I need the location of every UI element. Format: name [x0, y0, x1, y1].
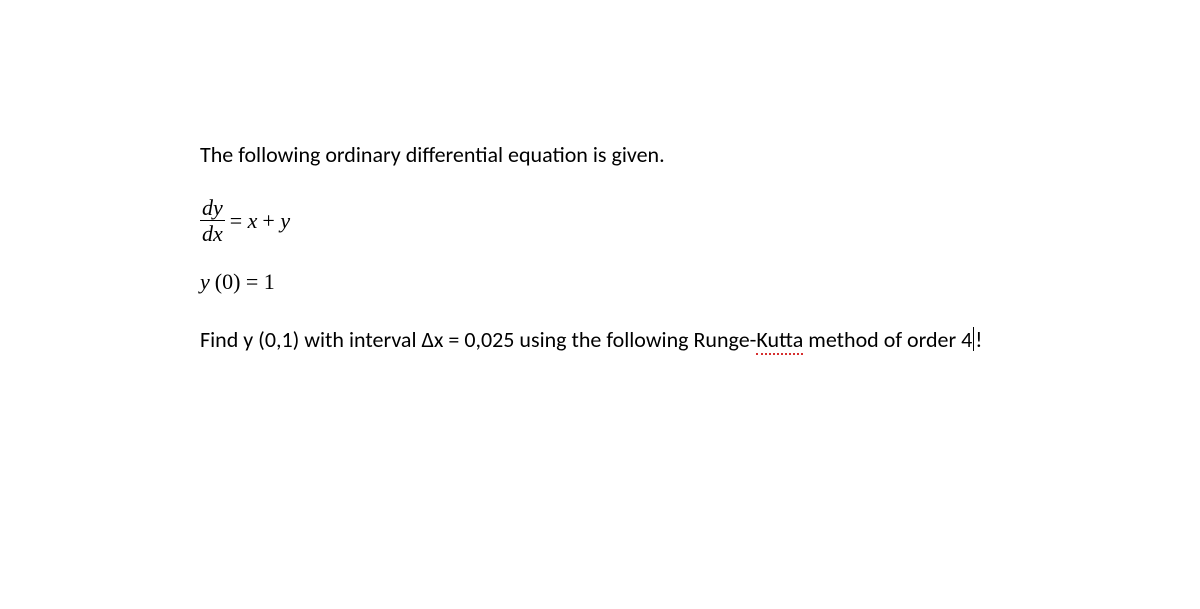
rhs-x: x [248, 207, 258, 232]
initial-condition: y (0) = 1 [200, 267, 1080, 297]
equals-sign: = [230, 207, 248, 232]
ic-rest: (0) = 1 [215, 269, 275, 294]
task-end: ! [975, 326, 982, 353]
task-suffix: method of order 4 [803, 326, 972, 353]
intro-text: The following ordinary differential equa… [200, 141, 665, 168]
task-line: Find y (0,1) with interval Δx = 0,025 us… [200, 325, 1080, 355]
document-body: The following ordinary differential equa… [200, 140, 1080, 380]
task-prefix: Find y (0,1) with interval Δx = 0,025 us… [200, 326, 756, 353]
task-squiggle-word: Kutta [756, 326, 803, 355]
fraction-denominator: dx [200, 221, 225, 245]
fraction-dy-dx: dy dx [200, 196, 225, 245]
ode-equation: dy dx = x + y [200, 196, 1080, 245]
rhs-y: y [280, 207, 290, 232]
ic-y: y [200, 269, 210, 294]
fraction-numerator: dy [200, 196, 225, 221]
intro-line: The following ordinary differential equa… [200, 140, 1080, 170]
plus-sign: + [262, 207, 280, 232]
